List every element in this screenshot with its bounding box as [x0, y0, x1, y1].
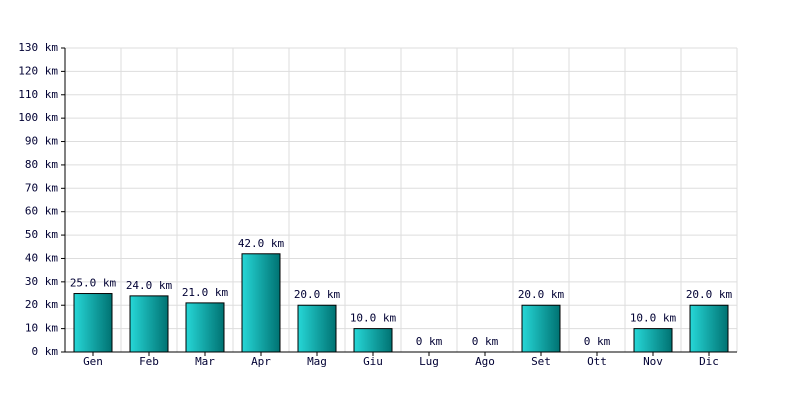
value-label: 20.0 km — [686, 288, 733, 301]
y-tick-label: 50 km — [25, 228, 58, 241]
bar — [241, 253, 281, 353]
value-label: 0 km — [584, 335, 611, 348]
value-label: 42.0 km — [238, 237, 285, 250]
y-tick-label: 0 km — [32, 345, 59, 358]
value-label: 20.0 km — [294, 288, 341, 301]
y-tick-label: 10 km — [25, 322, 58, 335]
bar — [297, 304, 337, 353]
value-label: 10.0 km — [350, 312, 397, 325]
bar — [73, 293, 113, 353]
bar — [129, 295, 169, 353]
value-label: 20.0 km — [518, 288, 565, 301]
y-tick-label: 110 km — [18, 88, 58, 101]
y-tick-label: 30 km — [25, 275, 58, 288]
x-tick-label: Mar — [195, 355, 215, 368]
value-label: 10.0 km — [630, 312, 677, 325]
y-tick-label: 60 km — [25, 205, 58, 218]
y-tick-label: 80 km — [25, 158, 58, 171]
value-label: 0 km — [416, 335, 443, 348]
x-tick-label: Feb — [139, 355, 159, 368]
y-tick-label: 100 km — [18, 111, 58, 124]
x-tick-label: Mag — [307, 355, 327, 368]
x-tick-label: Giu — [363, 355, 383, 368]
x-tick-label: Set — [531, 355, 551, 368]
bar — [353, 328, 393, 353]
y-tick-label: 40 km — [25, 251, 58, 264]
x-tick-label: Nov — [643, 355, 663, 368]
y-tick-label: 120 km — [18, 64, 58, 77]
y-tick-label: 70 km — [25, 181, 58, 194]
bar — [185, 302, 225, 353]
x-tick-label: Ago — [475, 355, 495, 368]
x-tick-label: Ott — [587, 355, 607, 368]
y-tick-label: 20 km — [25, 298, 58, 311]
bar — [689, 304, 729, 353]
y-tick-label: 130 km — [18, 41, 58, 54]
x-tick-label: Apr — [251, 355, 271, 368]
x-tick-label: Dic — [699, 355, 719, 368]
value-label: 21.0 km — [182, 286, 229, 299]
value-label: 24.0 km — [126, 279, 173, 292]
x-tick-label: Lug — [419, 355, 439, 368]
bar — [633, 328, 673, 353]
value-label: 0 km — [472, 335, 499, 348]
bar — [521, 304, 561, 353]
value-label: 25.0 km — [70, 277, 117, 290]
y-tick-label: 90 km — [25, 135, 58, 148]
x-tick-label: Gen — [83, 355, 103, 368]
